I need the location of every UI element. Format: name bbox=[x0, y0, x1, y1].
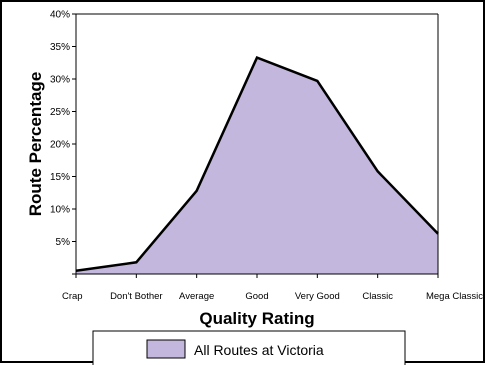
plot-area bbox=[76, 14, 438, 274]
y-tick-label: 40% bbox=[50, 10, 70, 21]
x-tick-label: Crap bbox=[62, 291, 83, 302]
y-tick-label: 15% bbox=[50, 172, 70, 183]
x-tick-label: Average bbox=[179, 291, 214, 302]
y-tick-label: 30% bbox=[50, 75, 70, 86]
legend-series-label: All Routes at Victoria bbox=[194, 342, 324, 358]
x-tick-label: Classic bbox=[362, 291, 393, 302]
y-tick-label: 10% bbox=[50, 205, 70, 216]
y-axis-ticks: 5% 10% 15% 20% 25% 30% 35% 40% bbox=[50, 10, 76, 275]
x-axis-ticks: Crap Don't Bother Average Good Very Good Clas… bbox=[62, 274, 483, 302]
y-tick-label: 25% bbox=[50, 107, 70, 118]
x-tick-label: Mega Classic bbox=[426, 291, 483, 302]
area-fill bbox=[76, 58, 438, 274]
x-tick-label: Very Good bbox=[295, 291, 340, 302]
y-tick-label: 5% bbox=[56, 237, 71, 248]
y-tick-label: 35% bbox=[50, 42, 70, 53]
x-tick-label: Don't Bother bbox=[110, 291, 163, 302]
y-tick-label: 20% bbox=[50, 140, 70, 151]
legend: All Routes at Victoria bbox=[93, 331, 405, 365]
x-tick-label: Good bbox=[245, 291, 268, 302]
x-axis-label: Quality Rating bbox=[199, 309, 314, 328]
legend-swatch bbox=[147, 340, 185, 358]
y-axis-label: Route Percentage bbox=[26, 72, 45, 217]
